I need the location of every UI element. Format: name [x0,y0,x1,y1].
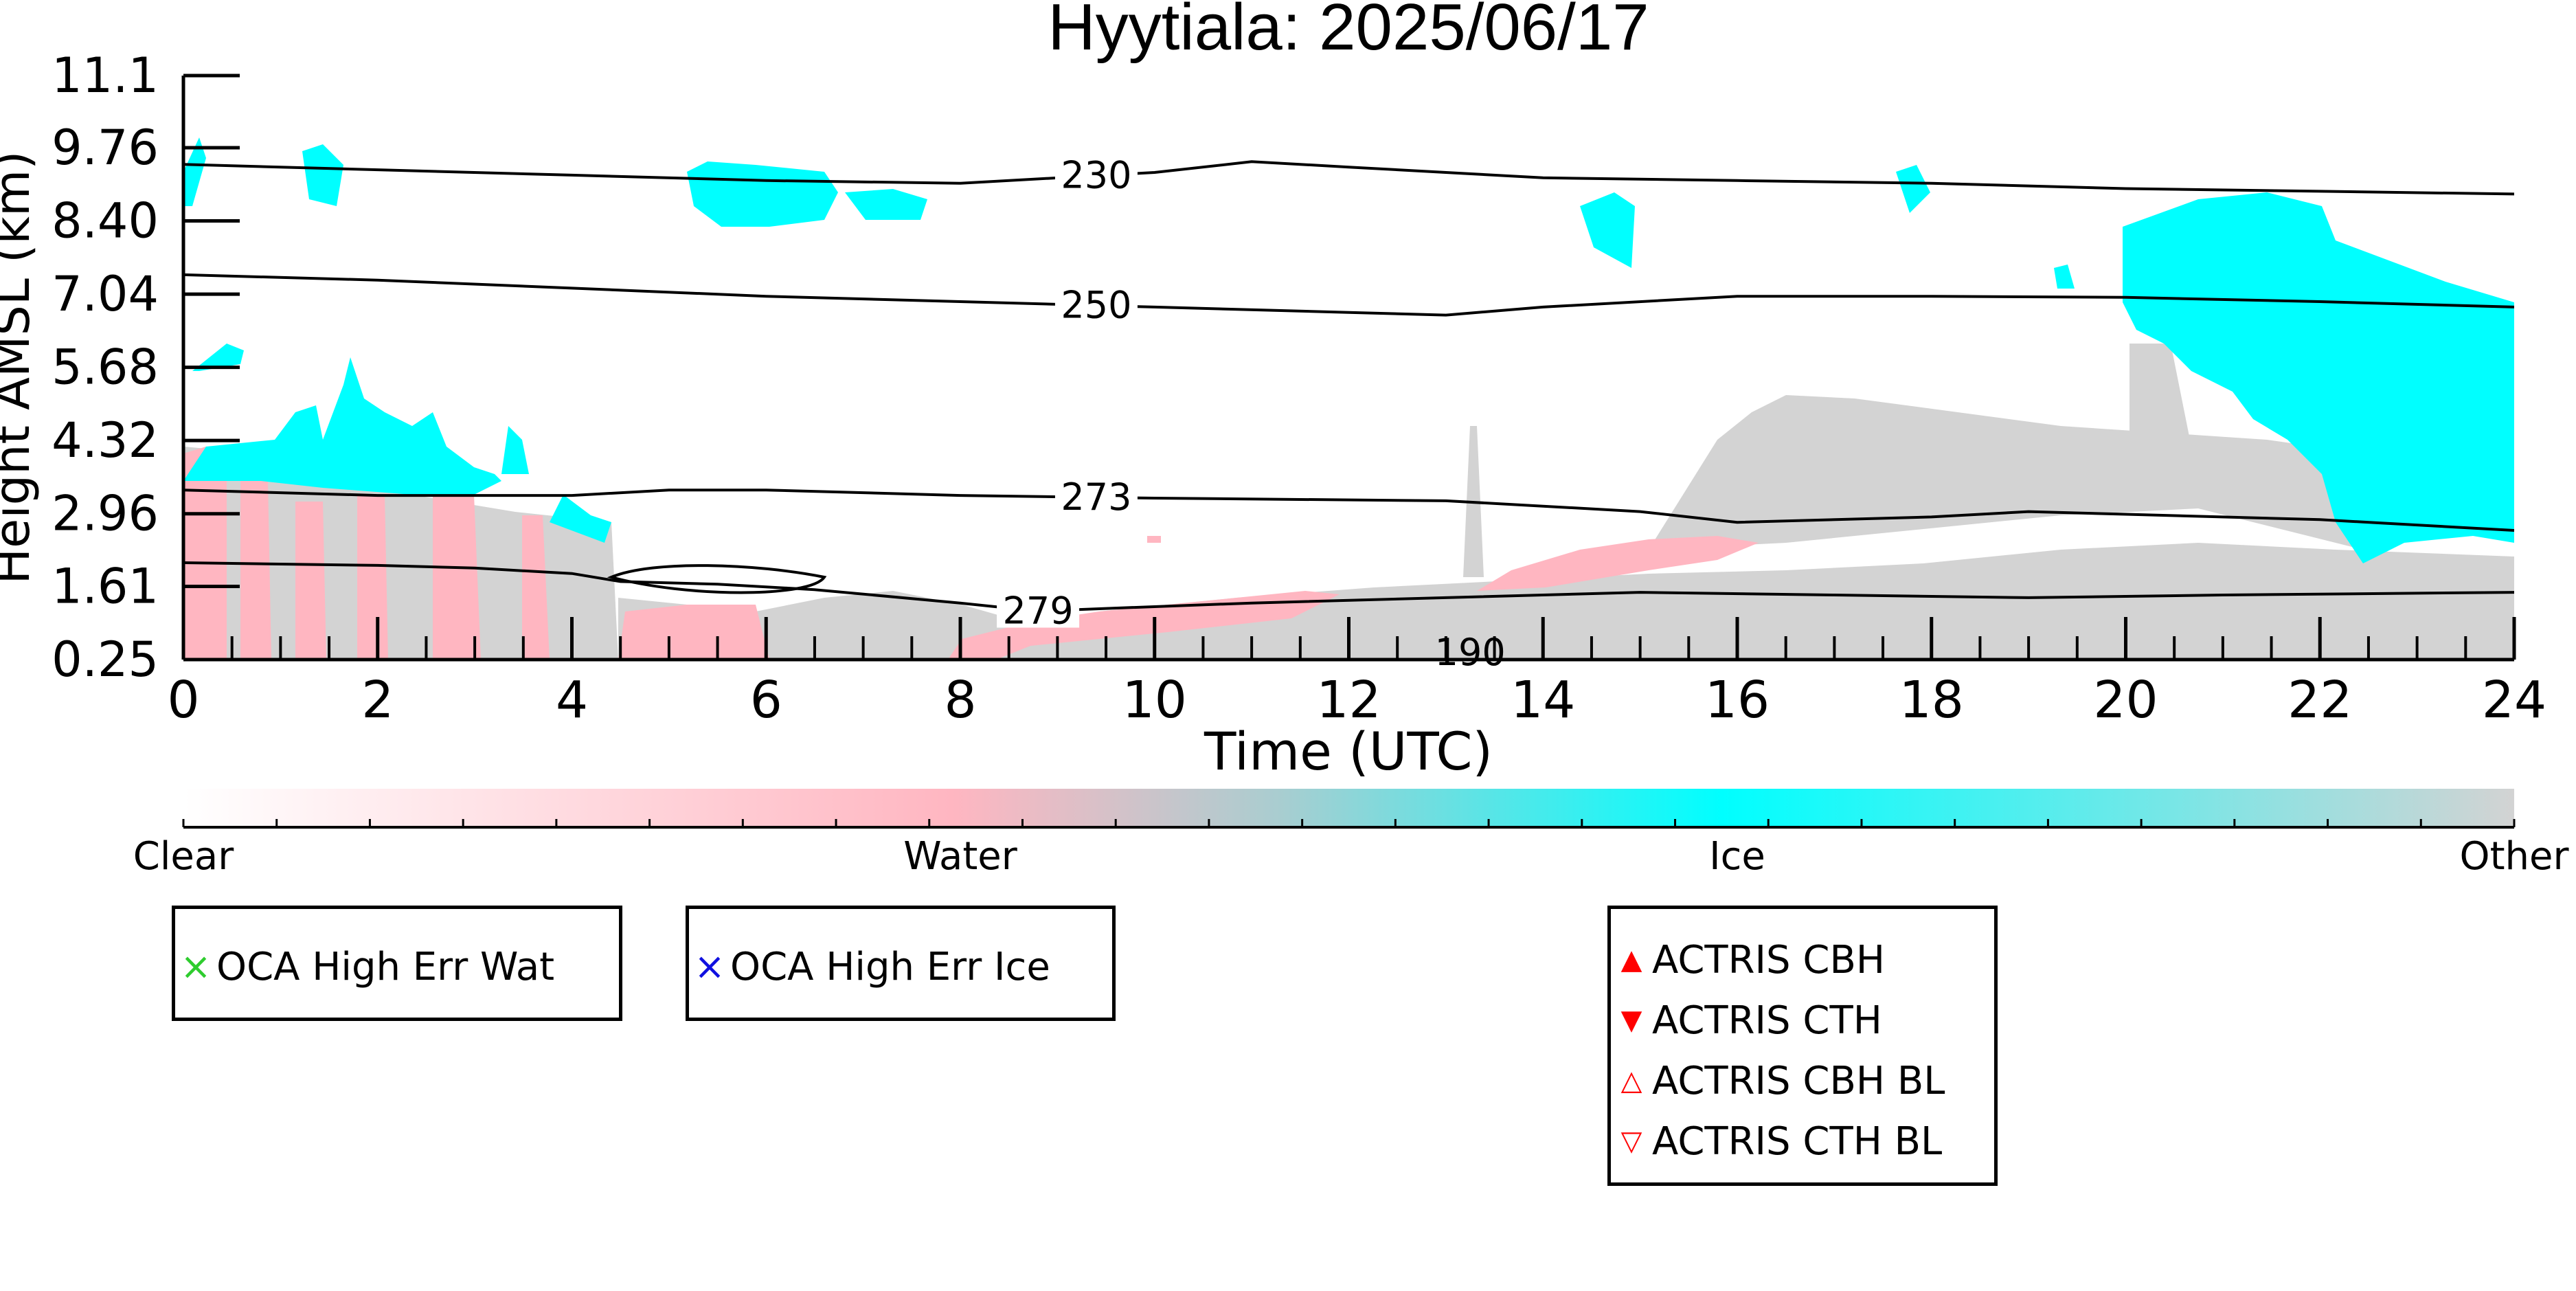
chart-title: Hyytiala: 2025/06/17 [1048,0,1649,64]
legend-oca-water: × OCA High Err Wat [172,906,622,1021]
axes: 0 2 4 6 8 10 12 14 16 18 20 22 24 0.251.612.964.325.… [52,47,2546,730]
triangle-up-outline-icon: △ [1620,1065,1642,1097]
x-tick-label: 22 [2287,671,2352,730]
contour-label-bg [1054,150,1138,192]
y-tick-label: 11.1 [52,47,159,104]
x-tick-label: 10 [1122,671,1187,730]
x-tick-label: 4 [556,671,588,730]
contour-label-250: 250 [1061,284,1131,327]
legend-label-oca-high-err-ice: OCA High Err Ice [730,944,1050,989]
legend-item-oca-high-err-ice: × OCA High Err Ice [689,939,1112,994]
legend-item-actris-cth-bl: ▽ ACTRIS CTH BL [1611,1114,1994,1169]
x-tick-label: 0 [167,671,199,730]
class-region-ice [183,137,2514,563]
x-tick-label: 16 [1705,671,1770,730]
contour-label-279: 279 [1003,589,1074,632]
x-tick-label: 8 [944,671,976,730]
legend-item-oca-high-err-wat: × OCA High Err Wat [175,939,619,994]
legend-oca-ice: × OCA High Err Ice [686,906,1116,1021]
y-tick-label: 8.40 [52,193,159,249]
legend-label-actris-cbh-bl: ACTRIS CBH BL [1652,1058,1945,1103]
y-tick-label: 9.76 [52,120,159,176]
y-tick-label: 7.04 [52,266,159,322]
blue-cross-icon: × [694,945,725,988]
colorbar-label-other: Other [2459,834,2569,879]
x-axis-label: Time (UTC) [1204,721,1493,782]
colorbar-ticks [182,819,2516,827]
x-tick-label: 18 [1899,671,1964,730]
x-tick-label: 6 [750,671,782,730]
colorbar-label-water: Water [903,834,1018,879]
plot-area [183,76,2514,660]
legend-label-actris-cth-bl: ACTRIS CTH BL [1652,1119,1943,1164]
legend-item-actris-cbh-bl: △ ACTRIS CBH BL [1611,1053,1994,1108]
contour-label-bg [1054,280,1138,322]
legend-actris: ▲ ACTRIS CBH ▼ ACTRIS CTH △ ACTRIS CBH B… [1607,906,1998,1186]
colorbar-label-clear: Clear [133,834,234,879]
class-region-water [183,447,1759,660]
x-ticks: 0 2 4 6 8 10 12 14 16 18 20 22 24 [167,617,2546,730]
triangle-down-icon: ▼ [1620,1004,1642,1036]
x-tick-label: 24 [2482,671,2546,730]
contour-line-273 [183,489,2514,532]
green-cross-icon: × [180,945,212,988]
colorbar: Clear Water Ice Other [133,789,2570,879]
contour-279-inner-loop [607,564,827,594]
legend-item-actris-cbh: ▲ ACTRIS CBH [1611,932,1994,987]
contour-line-230 [183,160,2514,196]
contour-label-bg [1054,472,1138,514]
y-tick-label: 1.61 [52,558,159,614]
y-tick-label: 2.96 [52,486,159,542]
triangle-down-outline-icon: ▽ [1620,1125,1642,1157]
colorbar-label-ice: Ice [1709,834,1765,879]
y-axis-label: Height AMSL (km) [0,151,41,585]
contour-label-230: 230 [1061,154,1131,197]
y-tick-label: 0.25 [52,631,159,688]
y-tick-label: 5.68 [52,339,159,396]
legend-label-actris-cbh: ACTRIS CBH [1652,937,1886,983]
y-tick-label: 4.32 [52,412,159,469]
contour-line-250 [183,273,2514,317]
legend-item-actris-cth: ▼ ACTRIS CTH [1611,993,1994,1048]
triangle-up-icon: ▲ [1620,944,1642,976]
x-tick-label: 20 [2093,671,2158,730]
x-tick-label: 12 [1316,671,1381,730]
colorbar-gradient [183,789,2514,827]
legend-label-actris-cth: ACTRIS CTH [1652,998,1882,1043]
legend-label-oca-high-err-wat: OCA High Err Wat [216,944,555,989]
x-tick-label: 2 [361,671,394,730]
colorbar-labels: Clear Water Ice Other [133,834,2570,879]
contour-label-273: 273 [1061,475,1131,519]
x-tick-label: 14 [1511,671,1575,730]
contour-label-bg [997,586,1080,628]
y-ticks: 0.25 1.61 2.96 4.32 5.68 7.04 8.40 9.76 11.1 [52,47,240,688]
